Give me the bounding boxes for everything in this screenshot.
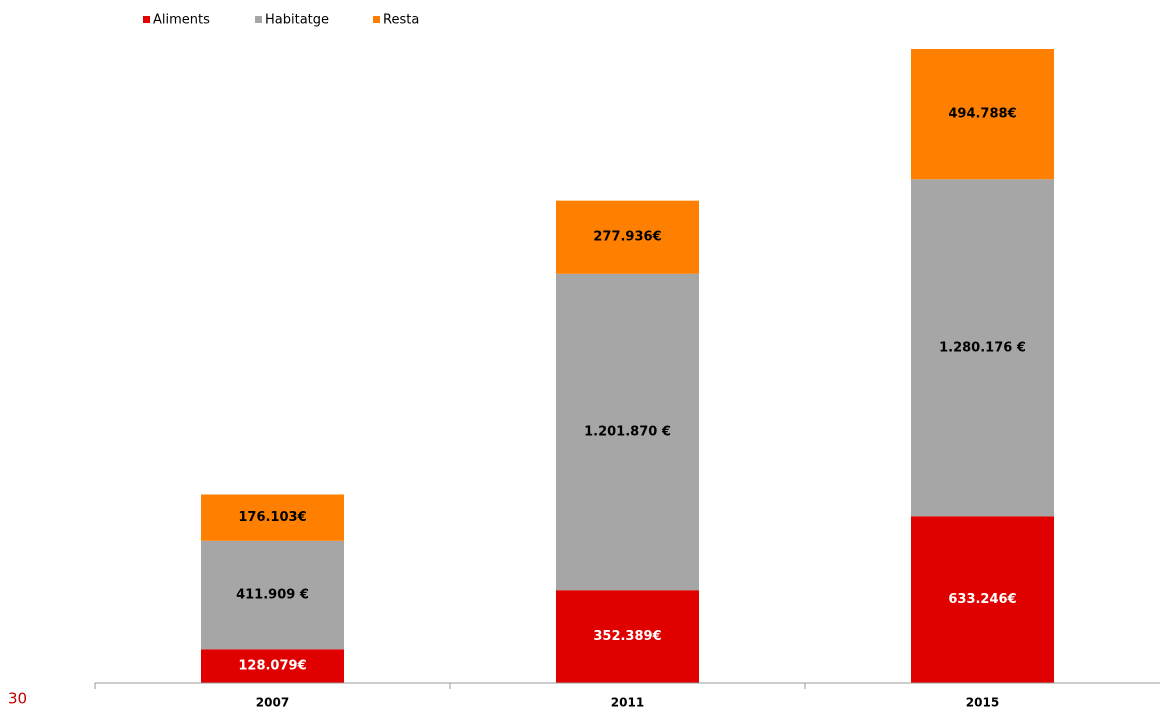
- page-number: 30: [8, 690, 27, 708]
- bar-segment: [556, 200, 699, 274]
- legend-label: Aliments: [153, 13, 210, 28]
- x-tick-label: 2011: [611, 696, 644, 710]
- bar-segment: [911, 516, 1054, 683]
- data-label: 128.079€: [238, 659, 306, 674]
- data-label: 411.909 €: [236, 588, 309, 603]
- bar-segment: [201, 494, 344, 541]
- bar-segment: [201, 649, 344, 683]
- data-label: 633.246€: [948, 592, 1016, 607]
- x-tick-label: 2007: [256, 696, 289, 710]
- bar-segment: [911, 179, 1054, 517]
- legend-label: Resta: [383, 13, 419, 28]
- data-label: 352.389€: [593, 629, 661, 644]
- data-label: 1.201.870 €: [584, 425, 671, 440]
- bar-segment: [556, 273, 699, 591]
- bar-segment: [556, 590, 699, 683]
- data-label: 1.280.176 €: [939, 340, 1026, 355]
- x-tick-label: 2015: [966, 696, 999, 710]
- data-label: 494.788€: [948, 107, 1016, 122]
- data-label: 277.936€: [593, 230, 661, 245]
- legend-swatch: [373, 16, 380, 23]
- bar-segment: [201, 540, 344, 650]
- bar-segment: [911, 49, 1054, 180]
- data-label: 176.103€: [238, 510, 306, 525]
- legend-swatch: [255, 16, 262, 23]
- legend-swatch: [143, 16, 150, 23]
- legend-label: Habitatge: [265, 13, 329, 28]
